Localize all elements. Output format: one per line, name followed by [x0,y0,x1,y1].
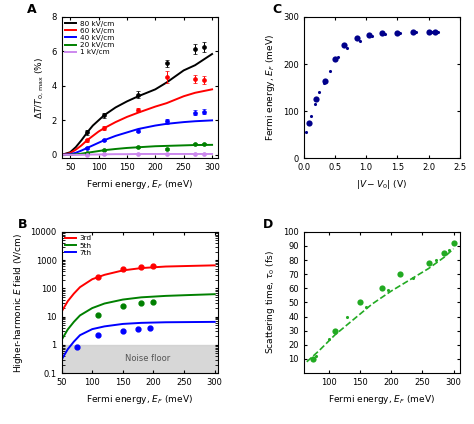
Point [325,336,332,343]
Point [311,101,319,108]
Point [322,77,329,84]
Point [331,327,338,334]
Point [312,96,320,103]
Point [305,120,312,126]
Text: B: B [18,218,27,231]
Point [425,29,432,36]
Point [450,240,457,246]
Bar [62,345,218,373]
Point [302,129,310,136]
Point [326,68,334,75]
Point [397,271,404,278]
Point [432,257,440,263]
Legend: 3rd, 5th, 7th: 3rd, 5th, 7th [65,235,92,256]
Text: C: C [273,3,282,16]
Point [425,259,432,266]
Point [412,29,420,36]
Text: A: A [27,3,37,16]
Point [344,313,351,320]
Point [316,89,323,96]
Point [334,53,342,60]
Point [409,29,417,36]
Y-axis label: Scattering time, $\tau_0$ (fs): Scattering time, $\tau_0$ (fs) [264,251,277,354]
Point [344,44,351,51]
Point [340,42,348,49]
Point [353,35,361,42]
Point [309,356,317,363]
Text: Noise floor: Noise floor [125,354,170,363]
Point [307,112,315,119]
Point [378,285,385,292]
Point [409,275,417,282]
Point [365,31,373,38]
Point [320,80,328,86]
Point [369,32,376,39]
Point [378,30,385,37]
Text: D: D [263,218,273,231]
Point [428,29,436,36]
X-axis label: Fermi energy, $E_F$ (meV): Fermi energy, $E_F$ (meV) [328,393,435,405]
Point [356,37,364,44]
Point [381,31,389,37]
X-axis label: $|V - V_0|$ (V): $|V - V_0|$ (V) [356,178,407,191]
X-axis label: Fermi energy, $E_F$ (meV): Fermi energy, $E_F$ (meV) [86,393,193,405]
Point [445,247,452,254]
Point [362,303,370,310]
Legend: 80 kV/cm, 60 kV/cm, 40 kV/cm, 20 kV/cm, 1 kV/cm: 80 kV/cm, 60 kV/cm, 40 kV/cm, 20 kV/cm, … [65,21,114,55]
Y-axis label: Higher-harmonic $E$ field (V/cm): Higher-harmonic $E$ field (V/cm) [12,232,25,373]
Point [440,250,448,257]
Point [356,299,364,306]
Point [434,29,442,36]
Y-axis label: $\Delta T/T_{0,\,\mathrm{max}}$ (%): $\Delta T/T_{0,\,\mathrm{max}}$ (%) [34,56,46,119]
Y-axis label: Fermi energy, $E_F$ (meV): Fermi energy, $E_F$ (meV) [264,34,277,141]
Point [431,29,438,36]
Point [312,353,320,360]
Point [331,56,338,63]
Point [397,30,404,36]
Point [393,29,401,36]
Point [384,286,392,293]
X-axis label: Fermi energy, $E_F$ (meV): Fermi energy, $E_F$ (meV) [86,178,193,191]
